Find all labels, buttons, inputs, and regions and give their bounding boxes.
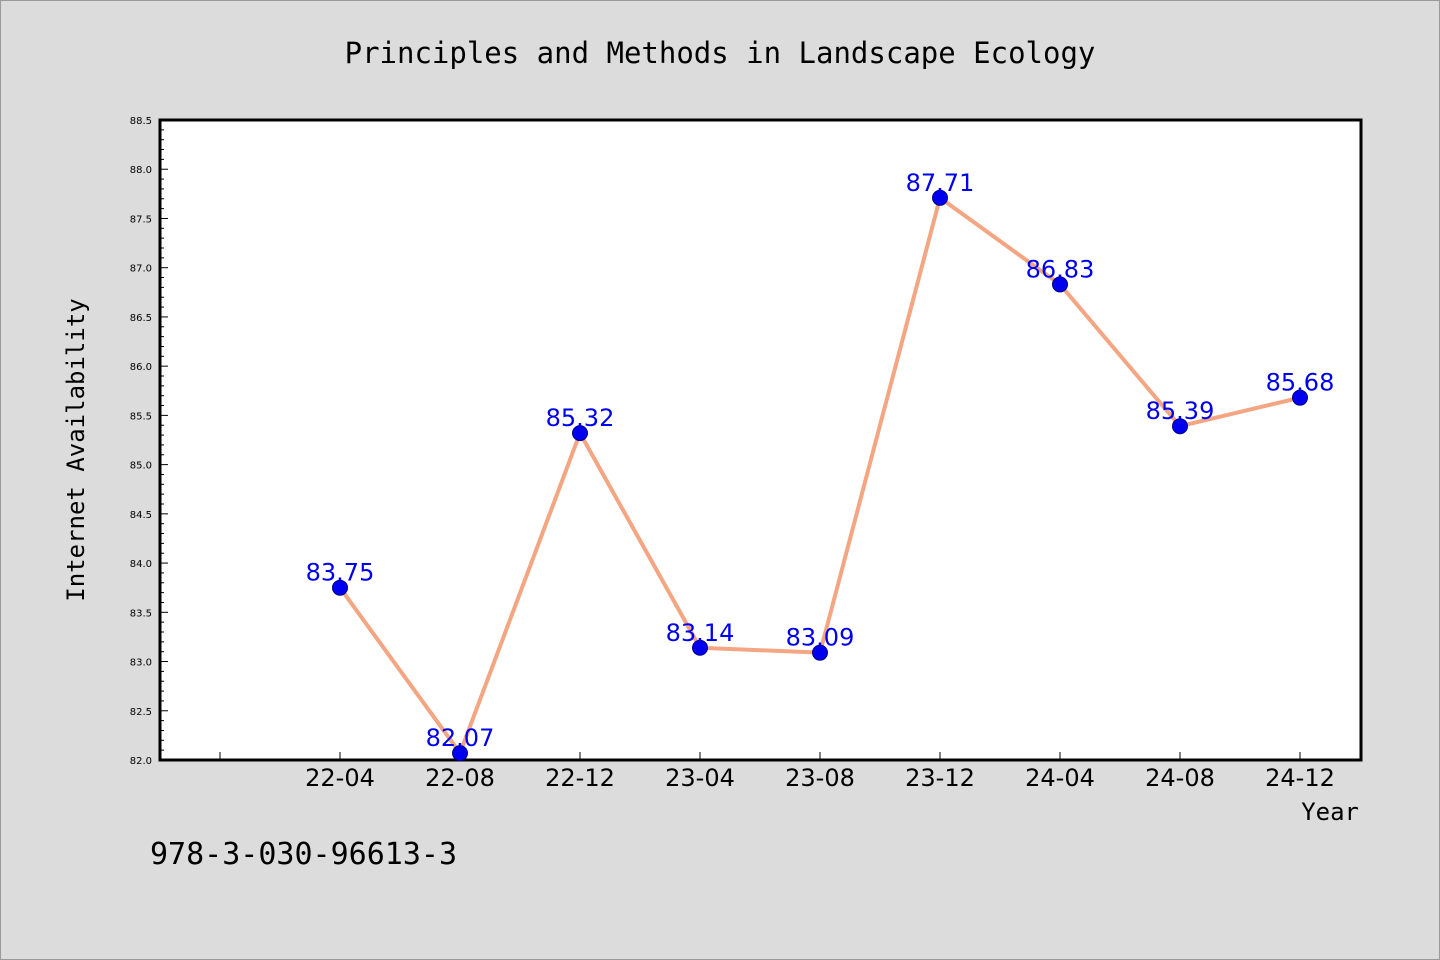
data-point-marker: [812, 644, 828, 661]
y-tick-label: 87.5: [130, 214, 152, 225]
data-point-marker: [932, 189, 948, 206]
y-tick-label: 84.0: [130, 559, 152, 570]
x-axis: 22-04 22-08 22-12 23-04 23-08 23-12 24-04 24-08…: [219, 752, 1335, 792]
x-tick-label: 24-12: [1265, 764, 1335, 792]
y-tick-label: 88.5: [130, 116, 152, 127]
data-point-marker: [1172, 418, 1188, 435]
y-tick-label: 87.0: [130, 264, 152, 275]
y-tick-label: 82.5: [130, 707, 152, 718]
x-tick-label: 24-04: [1025, 764, 1095, 792]
y-axis-title: Internet Availability: [62, 298, 90, 601]
x-axis-title: Year: [1301, 798, 1359, 826]
y-tick-label: 86.0: [130, 362, 152, 373]
y-tick-label: 82.0: [130, 756, 152, 767]
x-tick-label: 23-12: [905, 764, 975, 792]
x-tick-label: 23-04: [665, 764, 735, 792]
data-label: 85.68: [1266, 369, 1335, 397]
y-tick-label: 83.5: [130, 608, 152, 619]
y-tick-label: 86.5: [130, 313, 152, 324]
data-point-marker: [692, 639, 708, 656]
data-label: 83.14: [666, 619, 735, 647]
data-label: 82.07: [426, 724, 495, 752]
marker-group: [332, 189, 1308, 762]
y-tick-label: 84.5: [130, 510, 152, 521]
data-label: 83.75: [306, 559, 375, 587]
data-label: 85.32: [546, 404, 615, 432]
y-tick-label: 85.0: [130, 461, 152, 472]
x-tick-label: 23-08: [785, 764, 855, 792]
data-label: 85.39: [1146, 397, 1215, 425]
footer-code: 978-3-030-96613-3: [150, 837, 457, 872]
y-tick-label: 88.0: [130, 165, 152, 176]
x-tick-label: 22-08: [425, 764, 495, 792]
data-label-group: 83.75 82.07 85.32 83.14 83.09 87.71 86.83 85.39…: [306, 169, 1335, 752]
data-point-marker: [332, 579, 348, 596]
data-label: 83.09: [786, 624, 855, 652]
x-tick-label: 24-08: [1145, 764, 1215, 792]
data-point-marker: [452, 745, 468, 762]
data-point-marker: [1292, 389, 1308, 406]
y-tick-label: 85.5: [130, 411, 152, 422]
data-label: 87.71: [906, 169, 975, 197]
y-tick-label: 83.0: [130, 658, 152, 669]
plot-area: [158, 118, 1363, 762]
data-point-marker: [572, 425, 588, 442]
chart-title: Principles and Methods in Landscape Ecol…: [345, 36, 1096, 70]
y-axis: 82.0 82.5 83.0 83.5 84.0 84.5 85.0 85.5 86.0 86.5…: [130, 116, 168, 767]
x-tick-label: 22-12: [545, 764, 615, 792]
data-label: 86.83: [1026, 255, 1095, 283]
data-point-marker: [1052, 276, 1068, 293]
x-tick-label: 22-04: [305, 764, 375, 792]
